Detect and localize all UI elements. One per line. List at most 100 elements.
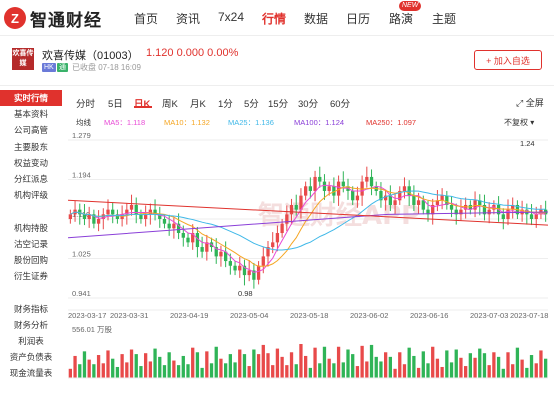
add-watchlist-button[interactable]: + 加入自选 — [474, 50, 542, 70]
tab-3[interactable]: 周K — [162, 99, 178, 110]
volume-bar — [336, 346, 341, 378]
nav-item-5[interactable]: 日历 — [346, 12, 371, 26]
volume-bar — [78, 364, 82, 378]
volume-bar — [525, 367, 529, 378]
volume-bar — [289, 352, 294, 378]
volume-bar — [200, 367, 204, 378]
tab-5[interactable]: 1分 — [218, 99, 233, 110]
candle-body — [487, 209, 491, 215]
sidebar-item-3[interactable]: 主要股东 — [13, 141, 48, 152]
volume-bar — [148, 361, 152, 378]
sidebar-item-17[interactable]: 现金流量表 — [9, 368, 53, 379]
volume-bar — [327, 358, 331, 378]
candle-body — [158, 214, 162, 219]
candle-body — [162, 219, 167, 224]
candle-body — [129, 204, 134, 210]
sidebar-item-14[interactable]: 财务分析 — [13, 319, 48, 330]
candle-body — [106, 209, 110, 215]
tab-6[interactable]: 5分 — [244, 99, 259, 110]
stock-price: 1.120 0.000 0.00% — [146, 47, 239, 59]
candle-body — [228, 261, 232, 266]
nav-item-6[interactable]: 路演 — [389, 12, 414, 26]
candle-body — [421, 200, 425, 210]
candle-body — [393, 200, 397, 205]
candle-body — [341, 181, 345, 187]
volume-bar — [421, 351, 425, 378]
y-tick-label: 1.279 — [72, 132, 91, 140]
volume-bar — [313, 347, 317, 378]
ma-item-2: MA25：1.136 — [228, 118, 274, 127]
sidebar-item-16[interactable]: 资产负债表 — [9, 352, 53, 363]
nav-item-2[interactable]: 7x24 — [218, 10, 245, 24]
candle-body — [186, 237, 190, 243]
nav-item-7[interactable]: 主题 — [432, 12, 457, 26]
volume-bar — [416, 367, 421, 378]
new-badge: NEW — [399, 1, 422, 11]
volume-bar — [191, 347, 195, 378]
candle-body — [242, 265, 247, 276]
volume-bar — [162, 365, 167, 378]
volume-bar — [266, 353, 270, 378]
volume-bar — [125, 362, 129, 378]
nav-item-4[interactable]: 数据 — [304, 12, 329, 26]
volume-bar — [355, 366, 360, 378]
volume-bar — [144, 353, 148, 378]
sidebar-item-13[interactable]: 财务指标 — [13, 303, 48, 314]
adjust-select[interactable]: 不复权 ▾ — [504, 118, 535, 127]
sidebar-item-9[interactable]: 沽空记录 — [13, 238, 48, 249]
volume-bar — [402, 364, 407, 378]
sidebar-item-11[interactable]: 衍生证券 — [13, 271, 48, 282]
tab-4[interactable]: 月K — [190, 99, 206, 110]
sidebar-item-4[interactable]: 权益变动 — [13, 157, 48, 168]
candle-body — [191, 233, 195, 243]
tab-1[interactable]: 5日 — [108, 99, 123, 110]
volume-bar — [459, 357, 463, 378]
volume-bar — [482, 353, 487, 378]
volume-bar — [365, 361, 369, 378]
top-navigation: Z 智通财经 首页 资讯 7x24 行情 数据 日历 路演 主题 NEW — [0, 0, 554, 36]
tab-7[interactable]: 15分 — [268, 99, 289, 110]
volume-bar — [431, 346, 435, 378]
candle-body — [87, 214, 91, 219]
tab-9[interactable]: 60分 — [330, 99, 351, 110]
sidebar-item-5[interactable]: 分红派息 — [13, 174, 48, 184]
sidebar-item-10[interactable]: 股份回购 — [13, 255, 48, 265]
y-tick-label: 1.110 — [72, 210, 90, 219]
volume-bar — [195, 352, 200, 378]
candle-body — [445, 195, 449, 205]
volume-bar — [73, 355, 77, 378]
sidebar-item-2[interactable]: 公司高管 — [13, 125, 48, 136]
candle-body — [529, 214, 534, 219]
candle-body — [111, 209, 115, 215]
site-logo[interactable]: Z 智通财经 — [4, 6, 102, 30]
volume-bar — [205, 351, 209, 378]
sidebar-item-6[interactable]: 机构评级 — [13, 190, 48, 201]
candlestick-chart[interactable]: 1.279 1.194 1.110 1.025 0.941 智通财经APP 1.24 0.98… — [68, 132, 554, 403]
volume-bar — [308, 367, 312, 378]
nav-item-3[interactable]: 行情 — [262, 12, 287, 26]
tab-8[interactable]: 30分 — [298, 99, 319, 110]
tab-0[interactable]: 分时 — [76, 99, 96, 110]
sidebar-item-1[interactable]: 基本资料 — [13, 109, 48, 120]
watermark: 智通财经APP — [258, 200, 420, 231]
nav-item-0[interactable]: 首页 — [134, 12, 159, 26]
fullscreen-button[interactable]: ⤢ 全屏 — [516, 96, 544, 109]
volume-bar — [473, 357, 477, 378]
period-tabs: 分时 5日 日K 周K 月K 1分 5分 15分 30分 60分 — [68, 96, 554, 112]
nav-item-1[interactable]: 资讯 — [176, 12, 201, 26]
tab-2[interactable]: 日K — [134, 99, 151, 110]
volume-bar — [346, 349, 350, 378]
candle-body — [459, 209, 463, 215]
candle-body — [416, 200, 421, 205]
sidebar-item-15[interactable]: 利润表 — [18, 336, 44, 346]
high-label: 1.24 — [520, 139, 535, 148]
sidebar-item-8[interactable]: 机构持股 — [13, 222, 48, 233]
volume-bar — [233, 362, 237, 378]
volume-bar — [539, 350, 543, 378]
fullscreen-label: 全屏 — [525, 98, 544, 108]
sidebar-item-0[interactable]: 实时行情 — [0, 90, 62, 106]
ma-item-4: MA250：1.097 — [366, 118, 417, 127]
candle-body — [304, 186, 308, 196]
x-tick-label: 2023-05-18 — [290, 311, 328, 320]
volume-bar — [299, 344, 303, 378]
